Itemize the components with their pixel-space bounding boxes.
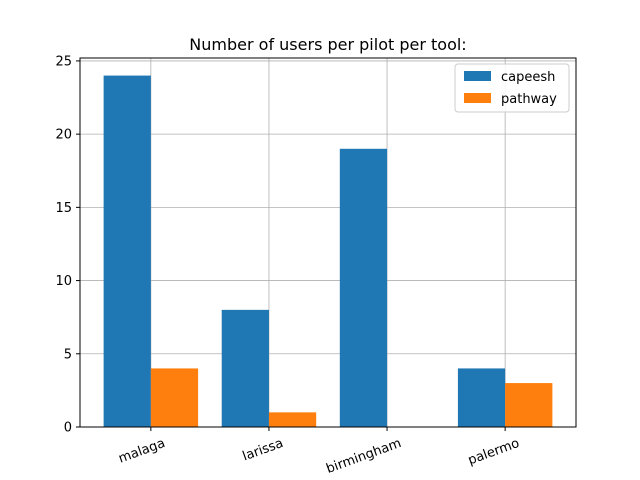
legend-label-pathway: pathway (501, 92, 557, 107)
y-axis-ticks: 0 5 10 15 20 25 (55, 54, 80, 436)
bar-pathway-malaga (150, 368, 199, 427)
bar-capeesh-malaga (103, 75, 151, 428)
y-tick-label: 5 (64, 347, 72, 362)
bar-pathway-larissa (268, 412, 317, 427)
y-tick-label: 15 (55, 201, 72, 216)
bars (103, 75, 553, 428)
y-tick-label: 0 (64, 421, 72, 436)
y-tick-label: 25 (55, 54, 72, 69)
legend: capeesh pathway (454, 63, 570, 113)
chart-title: Number of users per pilot per tool: (189, 35, 466, 54)
bar-capeesh-birmingham (339, 148, 388, 428)
plot-frame (79, 57, 577, 428)
bar-pathway-palermo (505, 383, 553, 427)
bar-capeesh-larissa (221, 309, 269, 427)
y-tick-label: 20 (55, 128, 72, 143)
grid (80, 58, 576, 428)
legend-label-capeesh: capeesh (501, 70, 555, 85)
legend-swatch-pathway (464, 93, 491, 103)
legend-swatch-capeesh (464, 71, 491, 81)
axes (79, 57, 577, 428)
bar-capeesh-palermo (457, 368, 506, 427)
y-tick-label: 10 (55, 274, 72, 289)
